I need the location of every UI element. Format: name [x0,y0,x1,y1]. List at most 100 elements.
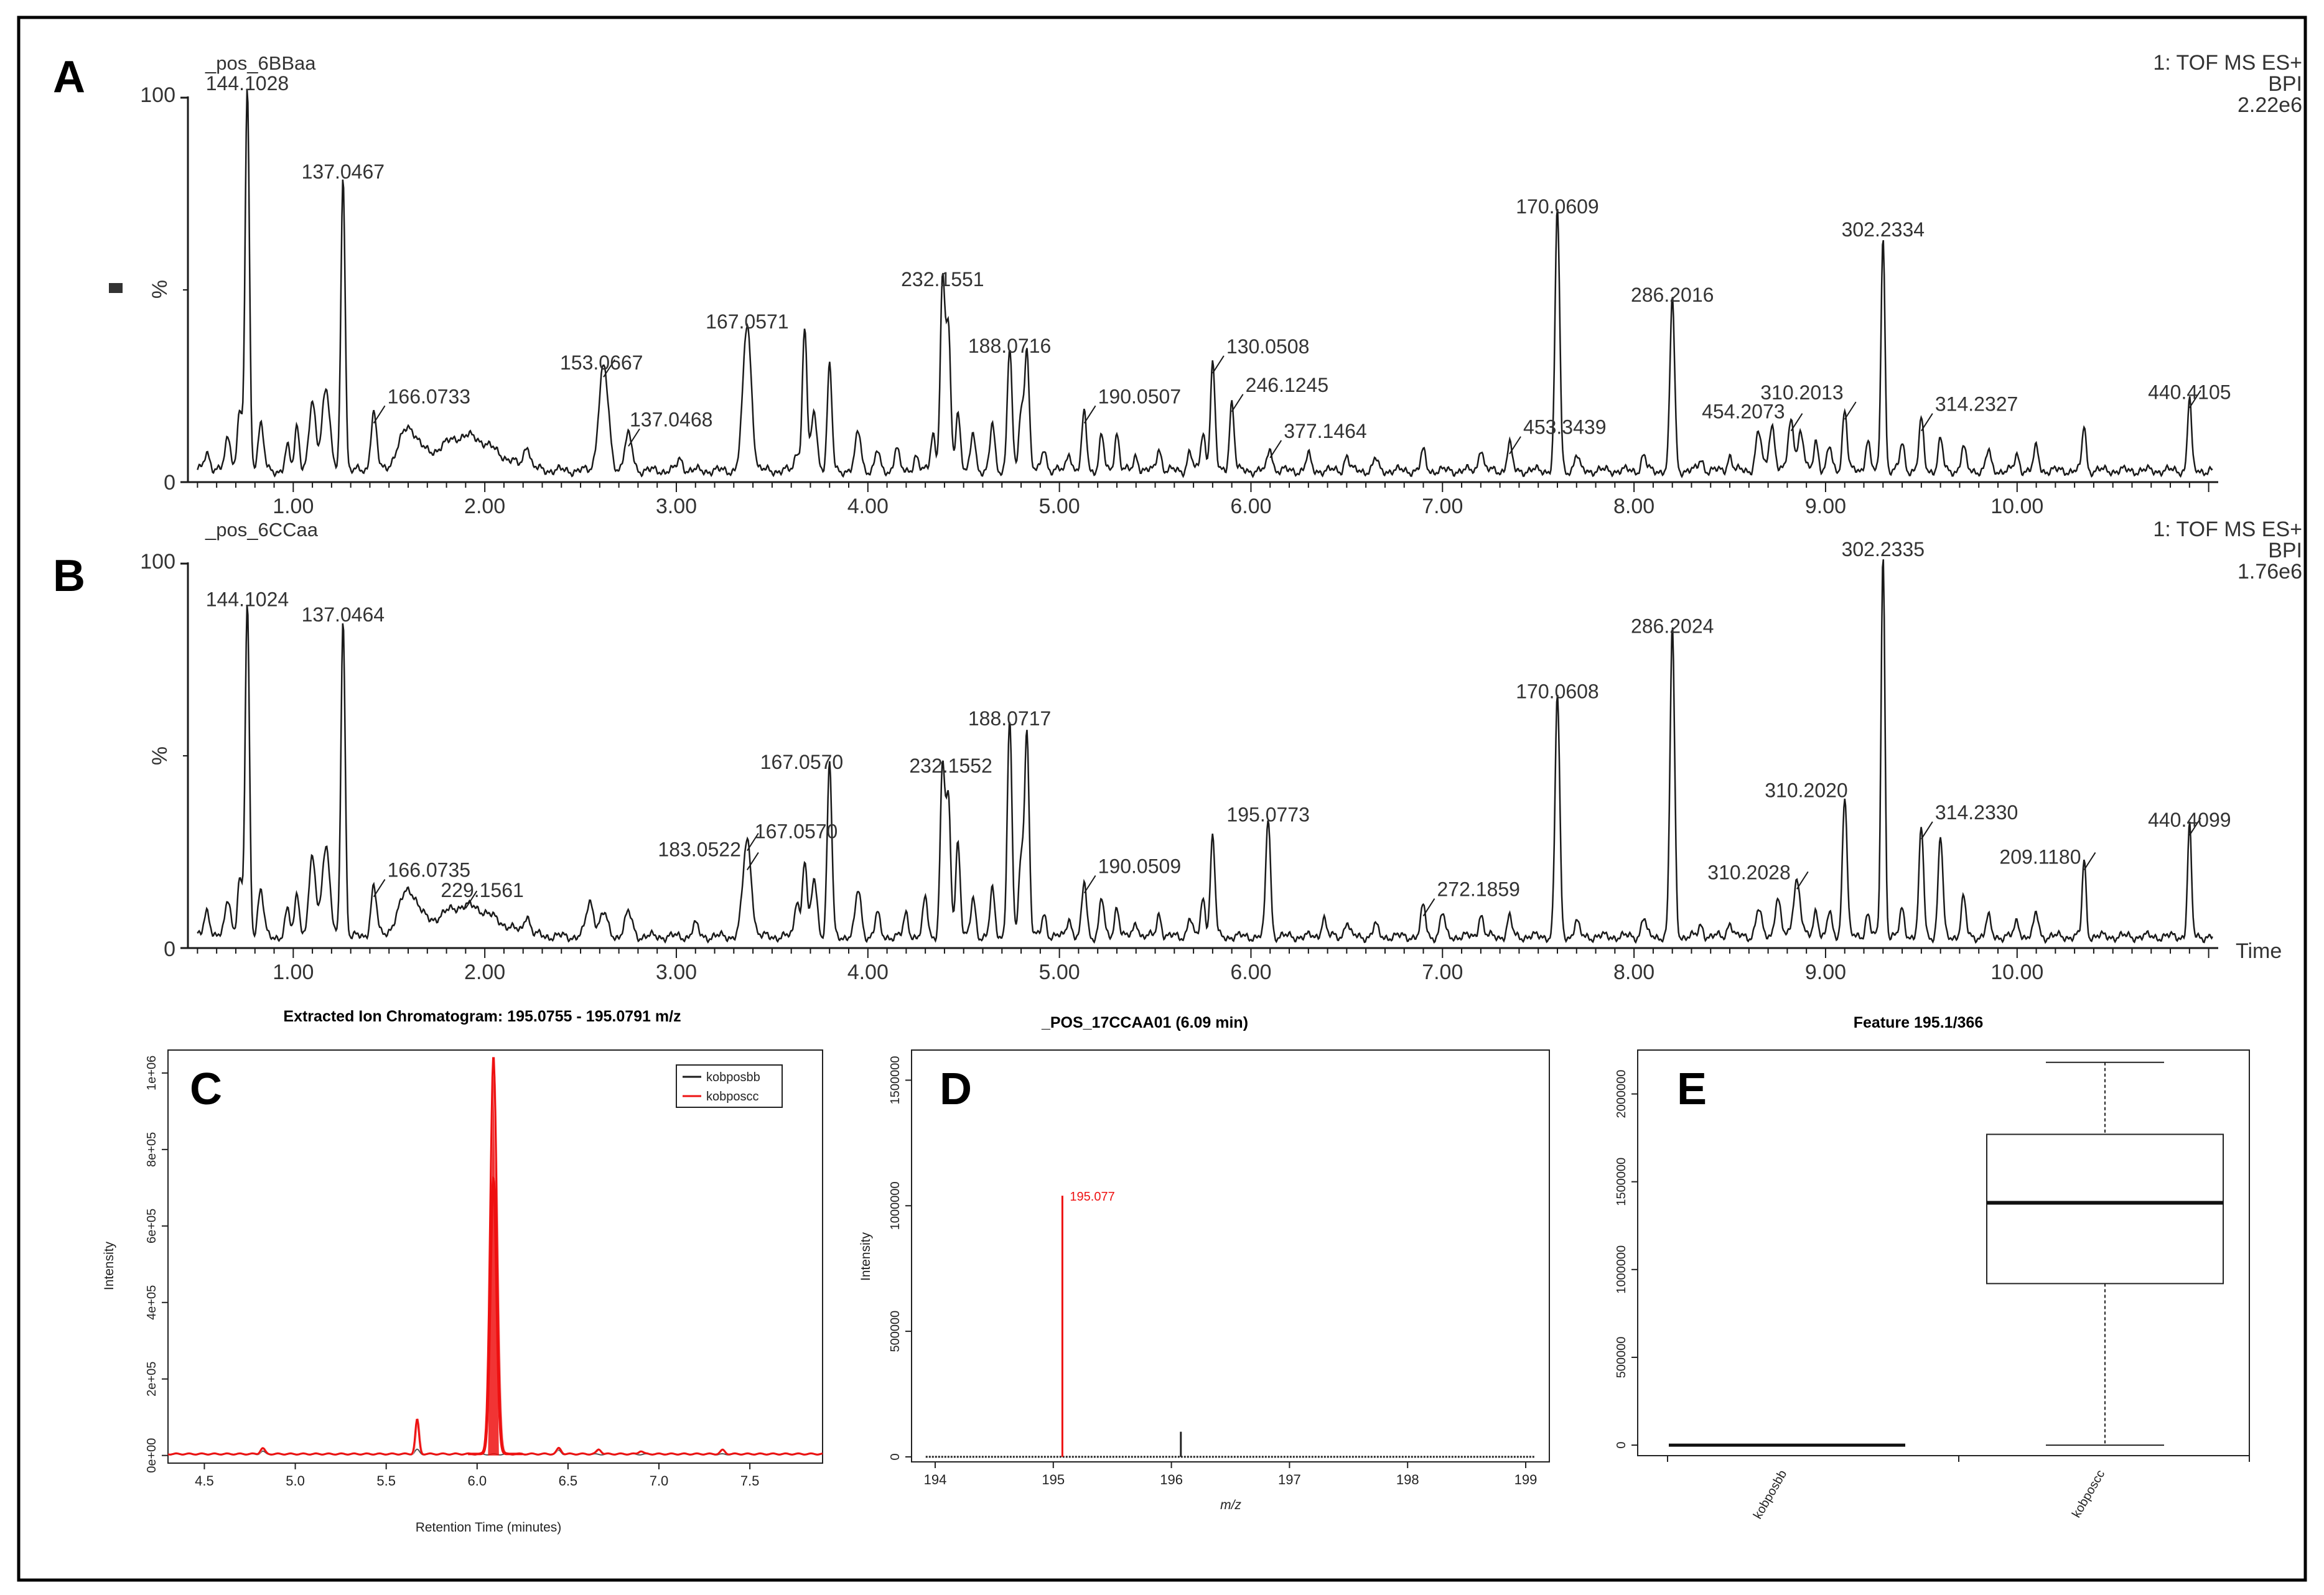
x-tick-label: 8.00 [1613,960,1654,984]
box-iqr [1986,1133,2224,1285]
x-tick-label: 2.00 [464,495,505,518]
panel-a-title: _pos_6BBaa [205,52,316,74]
y-tick-label: 0 [889,1453,902,1460]
y-tick-label: 8e+05 [145,1132,159,1167]
peak-label: 166.0735 [388,859,470,881]
y-tick-label: 1500000 [889,1056,902,1105]
peak-label: 310.2020 [1765,779,1847,801]
peak-label-leader [603,359,615,378]
peak-label-leader [1083,875,1096,894]
peak-label: 166.0733 [388,385,470,407]
panel-d-title: _POS_17CCAA01 (6.09 min) [1041,1014,1248,1031]
x-tick-label: 4.00 [847,960,889,984]
panel-b-y-axis-label: % [148,746,172,765]
panel-c-y-axis-label: Intensity [102,1241,116,1290]
peak-label-leader [1921,821,1933,840]
peak-label: 453.3439 [1523,416,1606,439]
y-tick-label: 4e+05 [145,1285,159,1320]
peak-label: 440.4105 [2148,381,2231,404]
peak-label: 137.0464 [302,603,385,626]
x-tick-label: 6.0 [467,1473,487,1489]
peak-label: 170.0609 [1516,195,1598,218]
peak-label-leader [1083,405,1096,424]
y-tick-label: 0e+00 [145,1438,159,1473]
peak-label-leader [1269,440,1282,458]
peak-label: 286.2016 [1631,284,1714,306]
panel-letter-b: B [53,551,85,601]
panel-a-info-line-2: BPI [2268,72,2302,96]
y-tick-label: 0 [1615,1442,1628,1449]
y-tick-label: 500000 [1615,1337,1628,1379]
peak-label: 229.1561 [441,879,523,901]
panel-b-info-line-1: 1: TOF MS ES+ [2153,518,2302,541]
panel-c-legend-label-kobposcc: kobposcc [706,1090,759,1104]
peak-label: 314.2330 [1935,801,2018,824]
peak-label: 195.0773 [1226,803,1309,825]
x-tick-label: 10.00 [1990,495,2043,518]
panel-a-info-line-1: 1: TOF MS ES+ [2153,51,2302,75]
panel-a-info-line-3: 2.22e6 [2238,93,2302,117]
panel-c-legend-label-kobposbb: kobposbb [706,1071,760,1084]
peak-label: 188.0717 [968,707,1051,730]
plot-frame [1637,1049,2250,1456]
x-tick-label: 5.5 [376,1473,396,1489]
peak-label: 246.1245 [1246,374,1328,396]
panel-a-y-tick-bottom: 0 [164,471,175,495]
peak-label: 286.2024 [1631,615,1714,638]
peak-label: 137.0468 [630,408,712,430]
peak-label-leader [1422,898,1435,917]
x-tick-label: 9.00 [1805,960,1846,984]
x-tick-label: 5.00 [1039,495,1080,518]
panel-letter-e: E [1677,1064,1707,1114]
y-tick-label: 1000000 [1615,1245,1628,1294]
y-tick-label: 1500000 [1615,1158,1628,1206]
x-tick-label: 194 [924,1472,947,1487]
peak-label: 190.0509 [1098,855,1181,877]
peak-label: 272.1859 [1437,878,1520,901]
peak-label-leader [628,428,640,447]
peak-label: 144.1024 [206,588,289,610]
peak-label: 440.4099 [2148,809,2231,831]
peak-label: 314.2327 [1935,393,2018,416]
y-tick-label: 1e+06 [145,1056,159,1090]
peak-label: 232.1552 [909,755,992,777]
panel-d-y-axis-label: Intensity [859,1232,873,1281]
panel-e-title: Feature 195.1/366 [1854,1014,1983,1031]
peak-label-leader [1796,871,1809,890]
peak-label-leader [1212,355,1225,374]
panel-d-spectrum-chart: 194 195 196 197 198 199 0 500000 1000000 1500000 1… [889,1049,1550,1487]
panel-a-chromatogram: 1.00 2.00 3.00 4.00 5.00 6.00 7.00 8.00 9.00 10.0… [180,72,2231,518]
panel-b-y-tick-bottom: 0 [164,937,175,961]
peak-label-leader [1509,436,1521,455]
peak-label: 454.2073 [1702,401,1785,423]
y-tick-label: 6e+05 [145,1209,159,1244]
y-tick-label: 2e+05 [145,1362,159,1397]
panel-letter-d: D [940,1064,972,1114]
y-tick-label: 1000000 [889,1181,902,1230]
peak-label-leader [465,890,478,909]
x-tick-label: 6.00 [1230,960,1271,984]
peak-label: 167.0571 [706,310,788,333]
peak-label: 183.0522 [658,838,740,860]
panel-b-info-line-3: 1.76e6 [2238,560,2302,584]
x-tick-label: 7.00 [1422,495,1463,518]
peak-label-leader [373,405,386,424]
panel-b-chromatogram: 1.00 2.00 3.00 4.00 5.00 6.00 7.00 8.00 9.00 10.0… [180,538,2231,984]
panel-b-y-tick-top: 100 [140,550,175,574]
x-tick-label: 6.00 [1230,495,1271,518]
x-tick-label: 196 [1160,1472,1183,1487]
peak-label: 209.1180 [1999,845,2081,868]
peak-label-leader [2188,817,2201,836]
panel-a-y-tick-top: 100 [140,83,175,107]
peak-fill-kobposcc [488,1072,499,1456]
x-tick-label: 3.00 [656,960,697,984]
panel-c-eic-chart: 4.5 5.0 5.5 6.0 6.5 7.0 7.5 0e+00 2e+05 4e+05 6e+0… [145,1049,823,1489]
peak-label: 310.2013 [1760,381,1843,404]
x-tick-label: 5.00 [1039,960,1080,984]
peak-label: 188.0716 [968,335,1051,357]
peak-label-leader [1844,401,1857,420]
x-tick-label: 4.5 [195,1473,214,1489]
chromatogram-trace [197,89,2213,478]
panel-b-info-line-2: BPI [2268,539,2302,562]
